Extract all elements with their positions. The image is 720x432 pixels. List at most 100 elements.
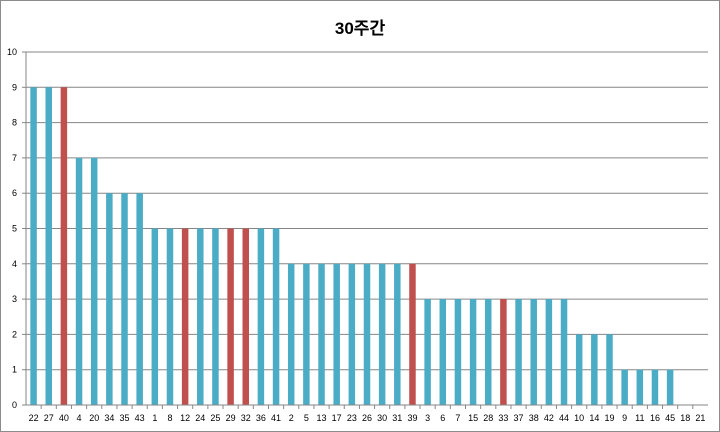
- x-tick-label: 35: [120, 413, 130, 423]
- bar-9: [621, 369, 628, 405]
- bar-15: [469, 299, 477, 405]
- x-tick-label: 41: [271, 413, 281, 423]
- bar-2: [287, 263, 295, 405]
- bar-17: [333, 263, 340, 405]
- bar-35: [121, 193, 128, 405]
- x-tick-label: 2: [289, 413, 294, 423]
- x-tick-label: 3: [425, 413, 430, 423]
- x-axis-ticks: 22 27 40 4 20 34 35 43 1 8 12 24 25 29 32 36 41 2 5 13 17 23 2…: [29, 405, 705, 423]
- x-tick-label: 16: [650, 413, 660, 423]
- bar-8: [166, 228, 174, 405]
- x-tick-label: 8: [167, 413, 172, 423]
- x-tick-label: 5: [304, 413, 309, 423]
- bar-10: [575, 334, 583, 405]
- x-tick-label: 10: [574, 413, 584, 423]
- x-tick-label: 32: [241, 413, 251, 423]
- y-tick-label: 1: [12, 365, 17, 375]
- x-tick-label: 29: [226, 413, 236, 423]
- x-tick-label: 36: [256, 413, 266, 423]
- bar-20: [90, 157, 98, 405]
- bar-36: [257, 228, 265, 405]
- y-axis-ticks: 0 1 2 3 4 5 6 7 8 9 10: [7, 47, 26, 410]
- bar-26: [363, 263, 371, 405]
- bar-11: [636, 369, 644, 405]
- bar-42: [545, 299, 553, 405]
- bar-12: [181, 228, 189, 405]
- x-tick-label: 33: [498, 413, 508, 423]
- bar-39: [409, 263, 416, 405]
- x-tick-label: 30: [377, 413, 387, 423]
- bar-33: [500, 299, 507, 405]
- x-tick-label: 42: [544, 413, 554, 423]
- y-tick-label: 10: [7, 47, 17, 57]
- x-tick-label: 22: [29, 413, 39, 423]
- chart-title: 30주간: [334, 19, 386, 38]
- bar-19: [606, 334, 613, 405]
- bars: [30, 87, 674, 406]
- x-tick-label: 43: [135, 413, 145, 423]
- y-tick-label: 2: [12, 329, 17, 339]
- x-tick-label: 17: [332, 413, 342, 423]
- bar-27: [45, 87, 52, 406]
- bar-43: [136, 193, 143, 405]
- x-tick-label: 37: [514, 413, 524, 423]
- bar-3: [424, 299, 431, 405]
- bar-40: [60, 87, 68, 406]
- bar-16: [651, 369, 659, 405]
- x-tick-label: 13: [317, 413, 327, 423]
- x-tick-label: 26: [362, 413, 372, 423]
- bar-44: [560, 299, 568, 405]
- y-tick-label: 9: [12, 82, 17, 92]
- x-tick-label: 12: [180, 413, 190, 423]
- x-tick-label: 1: [152, 413, 157, 423]
- x-tick-label: 31: [392, 413, 402, 423]
- y-tick-label: 3: [12, 294, 17, 304]
- bar-38: [530, 299, 537, 405]
- bar-22: [30, 87, 37, 406]
- x-tick-label: 20: [89, 413, 99, 423]
- x-tick-label: 44: [559, 413, 569, 423]
- x-tick-label: 9: [622, 413, 627, 423]
- bar-29: [227, 228, 234, 405]
- x-tick-label: 15: [468, 413, 478, 423]
- bar-4: [75, 157, 83, 405]
- bar-30: [378, 263, 386, 405]
- x-tick-label: 40: [59, 413, 69, 423]
- x-tick-label: 18: [680, 413, 690, 423]
- x-tick-label: 11: [635, 413, 644, 423]
- x-tick-label: 25: [210, 413, 220, 423]
- y-tick-label: 8: [12, 118, 17, 128]
- bar-37: [515, 299, 522, 405]
- x-tick-label: 39: [407, 413, 417, 423]
- x-tick-label: 7: [455, 413, 460, 423]
- bar-13: [318, 263, 325, 405]
- x-tick-label: 6: [440, 413, 445, 423]
- bar-45: [666, 369, 674, 405]
- x-tick-label: 45: [665, 413, 675, 423]
- x-tick-label: 38: [529, 413, 539, 423]
- x-tick-label: 27: [44, 413, 54, 423]
- x-tick-label: 21: [695, 413, 705, 423]
- bar-23: [348, 263, 356, 405]
- y-tick-label: 0: [12, 400, 17, 410]
- bar-28: [484, 299, 492, 405]
- y-tick-label: 4: [12, 259, 17, 269]
- bar-7: [454, 299, 462, 405]
- y-tick-label: 6: [12, 188, 17, 198]
- bar-25: [212, 228, 219, 405]
- bar-24: [197, 228, 204, 405]
- x-tick-label: 19: [604, 413, 614, 423]
- y-tick-label: 5: [12, 224, 17, 234]
- y-tick-label: 7: [12, 153, 17, 163]
- bar-32: [242, 228, 250, 405]
- bar-41: [272, 228, 280, 405]
- bar-34: [106, 193, 113, 405]
- bar-5: [303, 263, 310, 405]
- bar-6: [439, 299, 447, 405]
- bar-1: [151, 228, 159, 405]
- x-tick-label: 14: [589, 413, 599, 423]
- x-tick-label: 28: [483, 413, 493, 423]
- x-tick-label: 4: [77, 413, 82, 423]
- bar-31: [394, 263, 401, 405]
